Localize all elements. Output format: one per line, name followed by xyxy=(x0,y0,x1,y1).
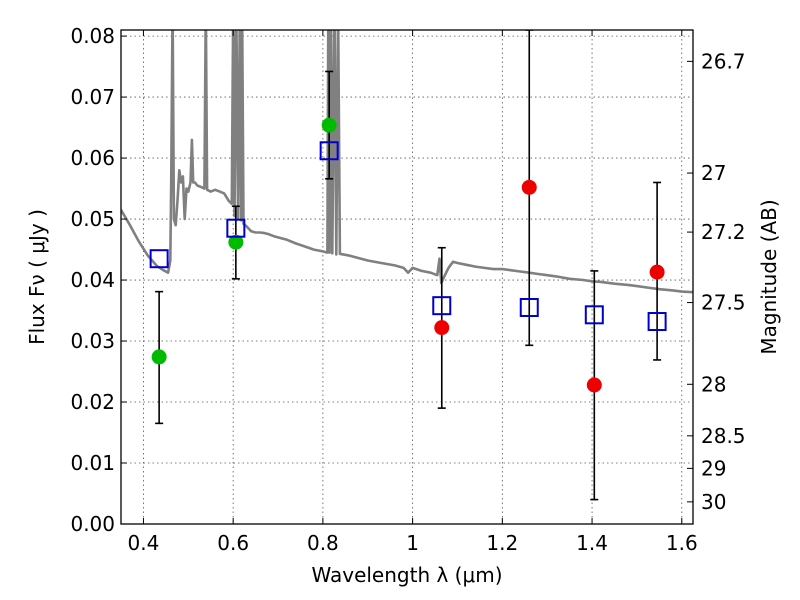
data-point-observed-optical xyxy=(321,117,337,133)
x-tick-label: 1.6 xyxy=(666,531,698,555)
axes-frame xyxy=(120,29,694,525)
y2-tick-label: 27 xyxy=(701,161,726,185)
y2-tick-label: 28.5 xyxy=(701,424,746,448)
x-tick-label: 0.4 xyxy=(128,531,160,555)
y-tick-label: 0.06 xyxy=(70,146,115,170)
model-photometry-square xyxy=(584,305,604,325)
x-tick-label: 1.4 xyxy=(576,531,608,555)
model-photometry-square xyxy=(226,218,246,238)
y-tick-label: 0.08 xyxy=(70,24,115,48)
y-tick-label: 0.05 xyxy=(70,207,115,231)
model-photometry-square xyxy=(647,312,667,332)
y2-tick-label: 27.2 xyxy=(701,220,746,244)
data-point-observed-near-infrared xyxy=(521,179,537,195)
ticks: 0.4 0.6 0.8 1 1.2 1.4 1.6 0.00 0.01 0.02 0.03 0.04 0… xyxy=(70,24,745,555)
model-photometry-square xyxy=(149,249,169,269)
model-photometry-square xyxy=(519,297,539,317)
data-point-observed-near-infrared xyxy=(649,264,665,280)
y-tick-label: 0.07 xyxy=(70,85,115,109)
data-point-observed-optical xyxy=(228,234,244,250)
plot-area xyxy=(121,30,693,501)
y2-axis-label: Magnitude (AB) xyxy=(757,199,781,354)
y2-tick-label: 27.5 xyxy=(701,291,746,315)
y-axis-label: Flux Fν ( μJy ) xyxy=(25,209,49,345)
x-tick-label: 0.8 xyxy=(307,531,339,555)
y2-tick-label: 30 xyxy=(701,490,726,514)
x-axis-label: Wavelength λ (μm) xyxy=(311,563,502,587)
y-tick-label: 0.00 xyxy=(70,512,115,536)
y-tick-label: 0.01 xyxy=(70,451,115,475)
y-tick-label: 0.04 xyxy=(70,268,115,292)
data-point-observed-near-infrared xyxy=(434,320,450,336)
data-point-observed-near-infrared xyxy=(586,377,602,393)
data-point-observed-optical xyxy=(151,349,167,365)
y-tick-label: 0.02 xyxy=(70,390,115,414)
y2-tick-label: 29 xyxy=(701,456,726,480)
y-tick-label: 0.03 xyxy=(70,329,115,353)
x-tick-label: 0.6 xyxy=(217,531,249,555)
model-photometry-square xyxy=(432,296,452,316)
x-tick-label: 1 xyxy=(406,531,419,555)
x-tick-label: 1.2 xyxy=(486,531,518,555)
model-photometry-square xyxy=(319,141,339,161)
y2-tick-label: 26.7 xyxy=(701,49,746,73)
y2-tick-label: 28 xyxy=(701,372,726,396)
model-spectrum-line xyxy=(121,30,693,294)
